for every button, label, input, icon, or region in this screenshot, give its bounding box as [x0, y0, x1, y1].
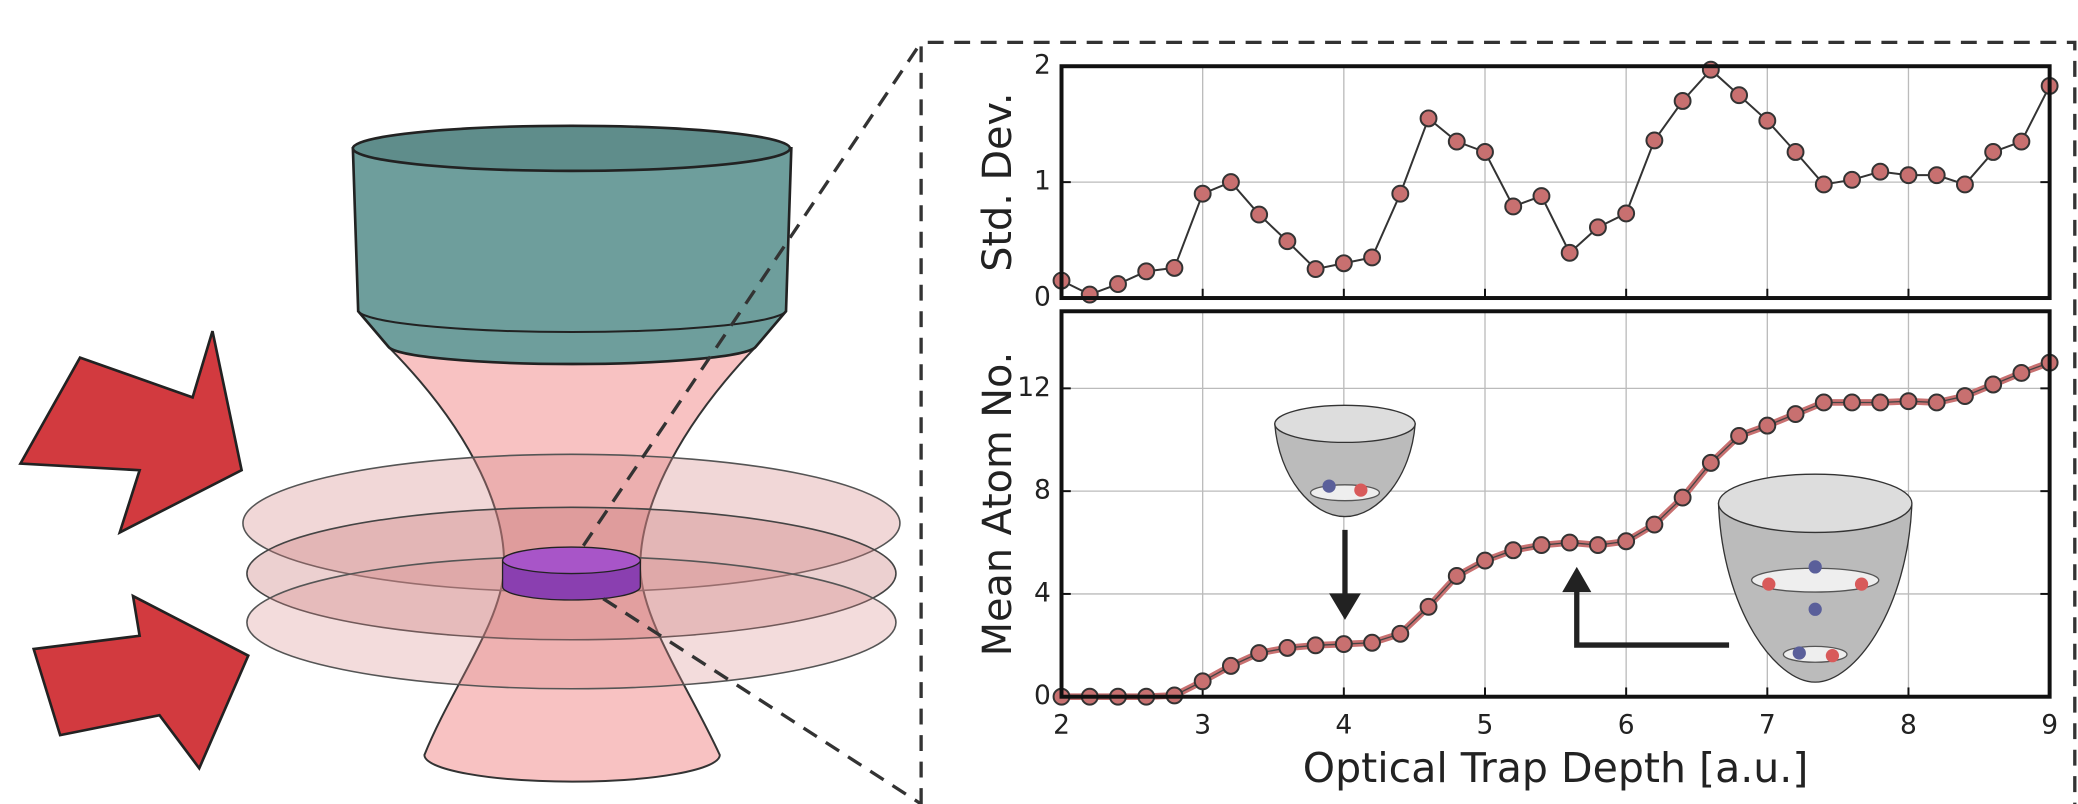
data-point [1110, 276, 1126, 292]
x-tick-label: 5 [1477, 709, 1494, 740]
data-point [1562, 535, 1578, 551]
data-point [1195, 673, 1211, 689]
data-point [1138, 263, 1154, 279]
data-point [1251, 207, 1267, 223]
data-point [1618, 533, 1634, 549]
data-point [1759, 113, 1775, 129]
data-point [1788, 144, 1804, 160]
laser-arrow [34, 596, 249, 768]
y-tick-label: 4 [1034, 577, 1051, 608]
data-point [1364, 250, 1380, 266]
y-tick-label: 0 [1034, 680, 1051, 711]
data-point [1477, 144, 1493, 160]
data-point [1505, 199, 1521, 215]
objective-top [353, 126, 790, 171]
data-point [2013, 134, 2029, 150]
data-point [1392, 186, 1408, 202]
data-point [1759, 418, 1775, 434]
figure: 012Std. Dev.2345678904812Mean Atom No.Op… [0, 0, 2078, 804]
data-point [1590, 219, 1606, 235]
x-tick-label: 8 [1900, 709, 1917, 740]
laser-arrow [20, 331, 241, 532]
data-point [1703, 62, 1719, 78]
y-axis-title: Std. Dev. [975, 92, 1021, 271]
data-point [1816, 176, 1832, 192]
x-tick-label: 4 [1335, 709, 1352, 740]
data-point [1166, 260, 1182, 276]
y-tick-label: 2 [1034, 50, 1051, 81]
data-point [1421, 110, 1437, 126]
data-point [1336, 255, 1352, 271]
data-point [1477, 553, 1493, 569]
data-point [1618, 205, 1634, 221]
data-point [1788, 406, 1804, 422]
x-tick-label: 6 [1618, 709, 1635, 740]
data-point [1929, 395, 1945, 411]
data-point [1364, 635, 1380, 651]
data-point [1957, 388, 1973, 404]
x-tick-label: 9 [2041, 709, 2058, 740]
data-point [1392, 626, 1408, 642]
data-point [1590, 537, 1606, 553]
data-point [1223, 658, 1239, 674]
data-point [1872, 395, 1888, 411]
data-point [1421, 599, 1437, 615]
data-point [1872, 164, 1888, 180]
data-point [1562, 245, 1578, 261]
data-point [1901, 393, 1917, 409]
atom-cloud-top [503, 547, 641, 573]
data-point [1957, 176, 1973, 192]
data-point [1336, 636, 1352, 652]
data-point [1449, 134, 1465, 150]
data-point [1985, 144, 2001, 160]
data-point [1308, 637, 1324, 653]
data-point [1646, 132, 1662, 148]
data-point [1731, 428, 1747, 444]
data-point [1675, 490, 1691, 506]
data-point [1223, 174, 1239, 190]
data-point [1251, 645, 1267, 661]
data-point [1816, 395, 1832, 411]
y-tick-label: 8 [1034, 475, 1051, 506]
data-point [1731, 87, 1747, 103]
data-point [1675, 93, 1691, 109]
data-point [1082, 287, 1098, 303]
x-tick-label: 7 [1759, 709, 1776, 740]
data-point [1449, 568, 1465, 584]
data-point [1703, 455, 1719, 471]
illustration [20, 126, 899, 782]
data-point [1844, 395, 1860, 411]
x-tick-label: 3 [1194, 709, 1211, 740]
data-point [1844, 172, 1860, 188]
data-point [1308, 261, 1324, 277]
data-point [2013, 365, 2029, 381]
y-tick-label: 0 [1034, 282, 1051, 313]
data-point [1646, 517, 1662, 533]
data-point [1195, 186, 1211, 202]
y-tick-label: 12 [1017, 372, 1051, 403]
y-axis-title: Mean Atom No. [975, 352, 1021, 656]
data-point [1534, 188, 1550, 204]
data-point [1505, 542, 1521, 558]
y-tick-label: 1 [1034, 166, 1051, 197]
data-point [1929, 167, 1945, 183]
data-point [1534, 537, 1550, 553]
data-point [1901, 167, 1917, 183]
data-point [1279, 233, 1295, 249]
data-point [1279, 640, 1295, 656]
x-axis-title: Optical Trap Depth [a.u.] [1303, 744, 1809, 792]
data-point [1985, 377, 2001, 393]
x-tick-label: 2 [1053, 709, 1070, 740]
